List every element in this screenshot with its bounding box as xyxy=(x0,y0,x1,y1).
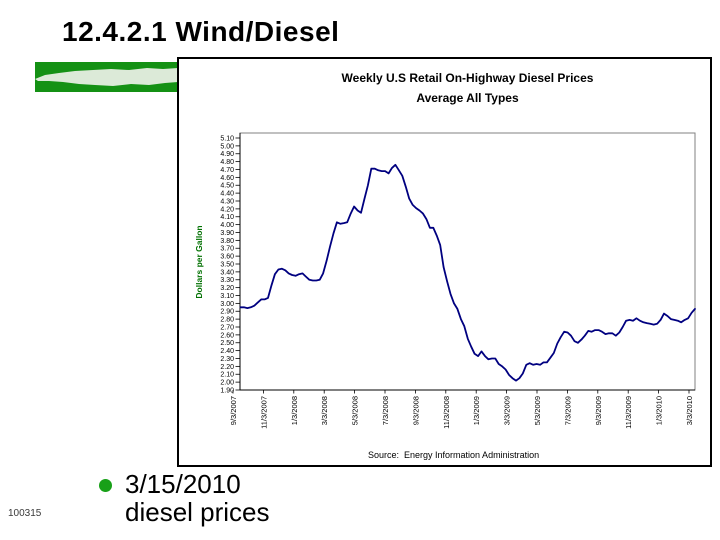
y-tick-label: 3.20 xyxy=(220,285,234,292)
y-axis-tick-labels: 1.902.002.102.202.302.402.502.602.702.80… xyxy=(220,135,234,394)
x-tick-label: 7/3/2008 xyxy=(381,396,390,425)
x-tick-label: 1/3/2009 xyxy=(472,396,481,425)
y-tick-label: 2.70 xyxy=(220,324,234,331)
y-tick-label: 4.10 xyxy=(220,214,234,221)
y-tick-label: 4.30 xyxy=(220,198,234,205)
y-tick-label: 4.70 xyxy=(220,167,234,174)
y-tick-label: 4.50 xyxy=(220,183,234,190)
y-tick-label: 2.50 xyxy=(220,340,234,347)
y-tick-label: 5.00 xyxy=(220,143,234,150)
y-tick-label: 3.30 xyxy=(220,277,234,284)
x-tick-label: 9/3/2008 xyxy=(411,396,420,425)
y-tick-label: 2.00 xyxy=(220,380,234,387)
chart-subtitle: Average All Types xyxy=(416,91,519,105)
bullet-text: 3/15/2010 diesel prices xyxy=(125,470,270,526)
y-tick-label: 2.20 xyxy=(220,364,234,371)
y-axis-title-text: Dollars per Gallon xyxy=(194,225,204,298)
bullet-item: 3/15/2010 diesel prices xyxy=(99,470,270,526)
y-tick-label: 2.10 xyxy=(220,372,234,379)
source-note: Source: Energy Information Administratio… xyxy=(368,450,540,460)
y-tick-label: 4.40 xyxy=(220,191,234,198)
y-axis-title: Dollars per Gallon xyxy=(194,225,204,298)
accent-bar-decoration xyxy=(35,62,178,92)
y-tick-label: 3.90 xyxy=(220,230,234,237)
x-tick-label: 1/3/2008 xyxy=(290,396,299,425)
x-tick-label: 3/3/2009 xyxy=(503,396,512,425)
y-tick-label: 3.10 xyxy=(220,293,234,300)
y-tick-label: 4.90 xyxy=(220,151,234,158)
chart-frame: Weekly U.S Retail On-Highway Diesel Pric… xyxy=(177,57,712,467)
x-tick-label: 9/3/2007 xyxy=(229,396,238,425)
y-tick-label: 3.80 xyxy=(220,238,234,245)
x-tick-label: 11/3/2008 xyxy=(442,396,451,429)
slide-title: 12.4.2.1 Wind/Diesel xyxy=(62,16,340,47)
y-tick-label: 3.50 xyxy=(220,261,234,268)
y-tick-label: 4.60 xyxy=(220,175,234,182)
y-tick-label: 2.60 xyxy=(220,332,234,339)
diesel-price-line-chart: 1.902.002.102.202.302.402.502.602.702.80… xyxy=(194,132,696,429)
bullet-line-label: diesel prices xyxy=(125,497,270,527)
x-tick-label: 11/3/2009 xyxy=(624,396,633,429)
y-tick-label: 5.10 xyxy=(220,135,234,142)
y-tick-label: 1.90 xyxy=(220,387,234,394)
x-axis-ticks xyxy=(232,390,690,394)
x-tick-label: 1/3/2010 xyxy=(655,396,664,425)
y-axis-ticks xyxy=(235,137,240,391)
y-tick-label: 4.00 xyxy=(220,222,234,229)
y-tick-label: 2.40 xyxy=(220,348,234,355)
y-tick-label: 3.70 xyxy=(220,246,234,253)
x-tick-label: 5/3/2008 xyxy=(351,396,360,425)
x-tick-label: 7/3/2009 xyxy=(563,396,572,425)
chart-title: Weekly U.S Retail On-Highway Diesel Pric… xyxy=(341,71,594,85)
y-tick-label: 2.90 xyxy=(220,309,234,316)
chart-axes xyxy=(239,132,696,391)
y-tick-label: 3.00 xyxy=(220,301,234,308)
price-series-line xyxy=(239,163,696,382)
chart-title-block: Weekly U.S Retail On-Highway Diesel Pric… xyxy=(239,68,696,108)
y-tick-label: 4.20 xyxy=(220,206,234,213)
y-tick-label: 3.60 xyxy=(220,254,234,261)
y-tick-label: 2.30 xyxy=(220,356,234,363)
slide-number: 100315 xyxy=(8,508,42,519)
x-tick-label: 11/3/2007 xyxy=(259,396,268,429)
bullet-marker-icon xyxy=(99,479,112,492)
y-tick-label: 3.40 xyxy=(220,269,234,276)
accent-bar-streak xyxy=(35,68,178,86)
x-axis-tick-labels: 9/3/2007 11/3/2007 1/3/2008 3/3/2008 5/3/200… xyxy=(229,396,694,429)
x-tick-label: 9/3/2009 xyxy=(594,396,603,425)
x-tick-label: 3/3/2010 xyxy=(685,396,694,425)
y-tick-label: 4.80 xyxy=(220,159,234,166)
x-tick-label: 5/3/2009 xyxy=(533,396,542,425)
y-tick-label: 2.80 xyxy=(220,317,234,324)
bullet-line-date: 3/15/2010 xyxy=(125,469,241,499)
x-tick-label: 3/3/2008 xyxy=(320,396,329,425)
